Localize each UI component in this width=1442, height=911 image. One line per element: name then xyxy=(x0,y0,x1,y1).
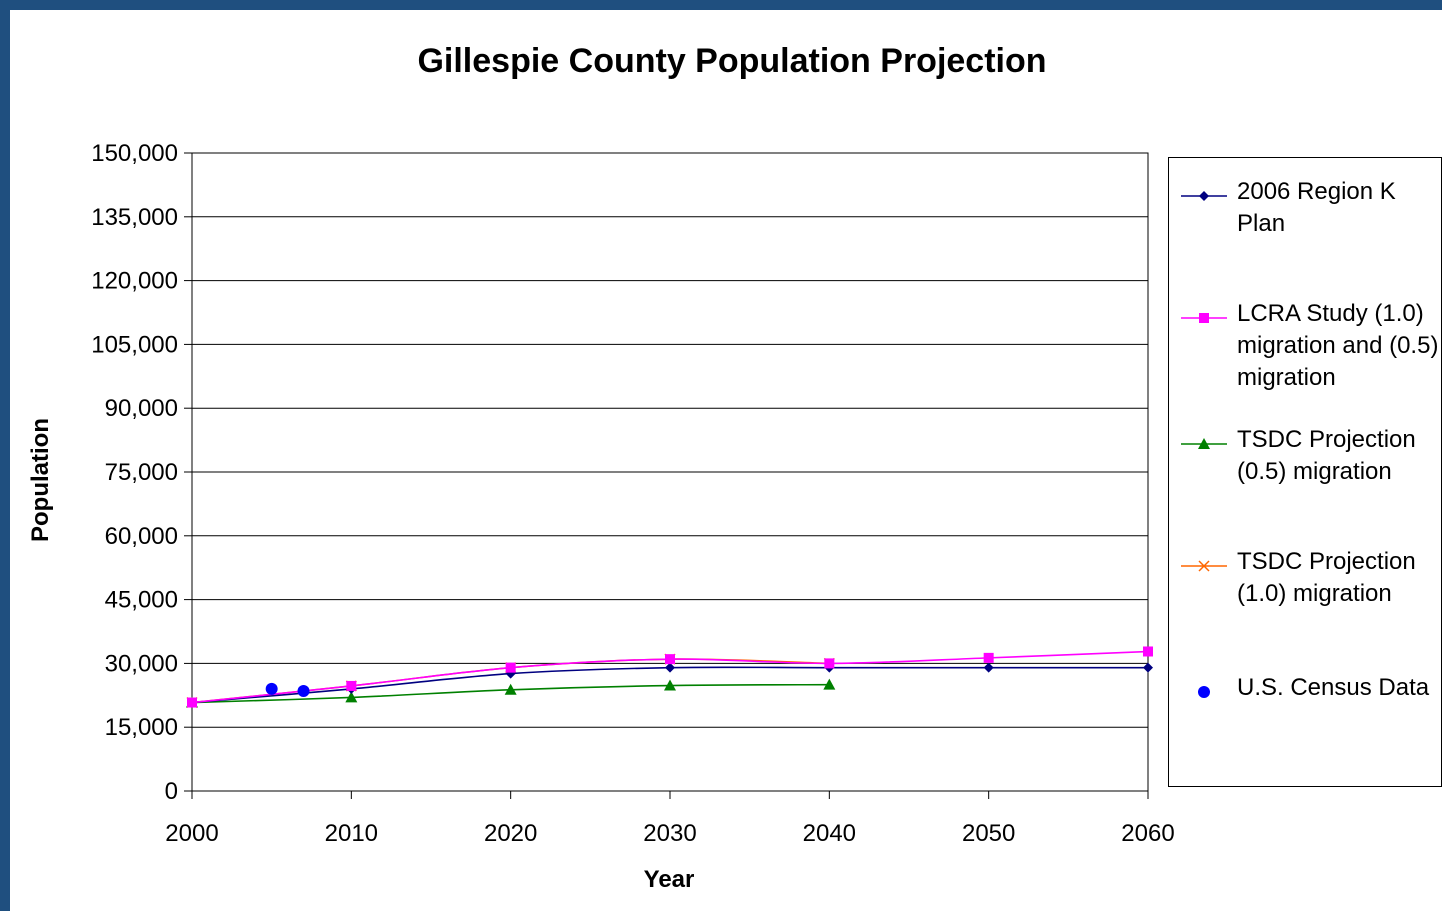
data-point xyxy=(983,662,994,673)
chart-canvas: Gillespie County Population Projection P… xyxy=(27,42,1175,893)
legend-label: U.S. Census Data xyxy=(1237,674,1430,701)
legend-swatch xyxy=(1198,686,1210,698)
gridlines xyxy=(191,152,1149,792)
data-point xyxy=(505,662,516,673)
legend-swatch-marker-stroke xyxy=(1198,560,1210,572)
x-tick-label: 2060 xyxy=(1121,820,1174,847)
data-point xyxy=(824,658,835,669)
y-tick-label: 105,000 xyxy=(91,331,178,358)
chart-title: Gillespie County Population Projection xyxy=(417,42,1046,80)
x-tick-label: 2020 xyxy=(484,820,537,847)
data-point xyxy=(297,685,310,698)
data-point xyxy=(346,680,357,691)
chart-area: Gillespie County Population Projection P… xyxy=(10,10,1442,911)
legend-swatch xyxy=(1181,313,1227,323)
x-tick-label: 2040 xyxy=(803,820,856,847)
legend-swatch xyxy=(1181,438,1227,449)
data-point xyxy=(504,683,517,695)
legend-swatch-marker xyxy=(1199,313,1209,323)
series-1 xyxy=(187,646,1153,708)
x-tick-label: 2000 xyxy=(165,820,218,847)
data-point xyxy=(1143,646,1153,657)
data-point xyxy=(1143,662,1153,673)
x-tick-label: 2050 xyxy=(962,820,1015,847)
y-tick-label: 0 xyxy=(165,778,178,805)
legend-swatch-marker xyxy=(1199,191,1209,201)
data-point xyxy=(664,679,676,691)
series-group xyxy=(186,646,1153,709)
data-point xyxy=(345,691,358,703)
axes: 0 15,000 30,000 45,000 60,000 75,000 90,000 105… xyxy=(91,140,1174,847)
y-tick-label: 60,000 xyxy=(105,523,178,550)
legend: 2006 Region K Plan LCRA Study (1.0) migra… xyxy=(1168,157,1442,787)
y-tick-label: 75,000 xyxy=(105,459,178,486)
y-tick-label: 120,000 xyxy=(91,268,178,295)
data-point xyxy=(823,678,836,690)
legend-item: 2006 Region K Plan xyxy=(1169,178,1442,244)
x-axis-title: Year xyxy=(644,866,695,893)
legend-swatch-marker xyxy=(1198,686,1210,698)
legend-item: TSDC Projection (1.0) migration xyxy=(1169,548,1442,614)
legend-label: LCRA Study (1.0) migration and (0.5) mig… xyxy=(1237,300,1439,391)
y-tick-label: 15,000 xyxy=(105,714,178,741)
legend-item: LCRA Study (1.0) migration and (0.5) mig… xyxy=(1169,300,1442,430)
legend-swatch-marker xyxy=(1198,438,1210,449)
y-tick-label: 90,000 xyxy=(105,395,178,422)
y-tick-label: 135,000 xyxy=(91,204,178,231)
legend-item: U.S. Census Data xyxy=(1169,674,1442,740)
y-tick-label: 150,000 xyxy=(91,140,178,167)
data-point xyxy=(983,652,994,663)
data-point xyxy=(665,654,675,665)
legend-label: TSDC Projection (0.5) migration xyxy=(1237,426,1416,485)
y-tick-label: 30,000 xyxy=(105,650,178,677)
y-axis-title: Population xyxy=(27,418,54,542)
data-point xyxy=(187,697,197,708)
data-point xyxy=(665,662,675,673)
legend-item: TSDC Projection (0.5) migration xyxy=(1169,426,1442,492)
legend-swatch xyxy=(1181,191,1227,201)
series-4 xyxy=(265,682,310,698)
legend-swatch xyxy=(1181,560,1227,572)
data-point xyxy=(265,682,278,695)
legend-label: TSDC Projection (1.0) migration xyxy=(1237,548,1416,607)
x-tick-label: 2010 xyxy=(325,820,378,847)
y-tick-label: 45,000 xyxy=(105,587,178,614)
x-tick-label: 2030 xyxy=(643,820,696,847)
legend-label: 2006 Region K Plan xyxy=(1237,178,1396,237)
legend-swatch-marker xyxy=(1198,560,1210,572)
